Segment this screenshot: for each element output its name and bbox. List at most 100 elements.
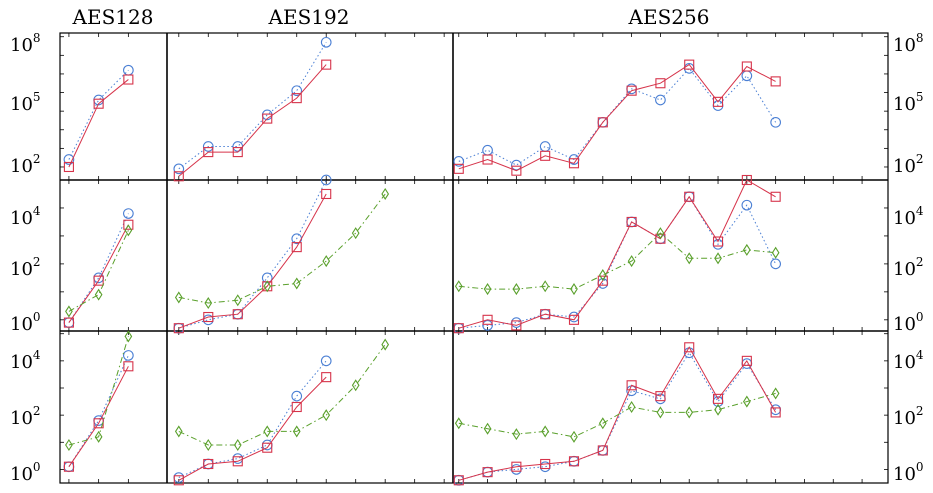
data-point-p8-diamond-8 <box>685 406 694 419</box>
data-point-p4-square-1 <box>203 311 214 323</box>
tick-label-right-r0-2: 108 <box>893 31 924 56</box>
data-point-p6-circle-0 <box>63 461 75 473</box>
series-line-p7-diamond <box>178 344 386 446</box>
data-point-p2-square-1 <box>482 154 493 165</box>
data-point-p7-diamond-7 <box>381 338 390 351</box>
data-marks <box>63 36 781 486</box>
data-point-p8-square-8 <box>684 342 695 353</box>
series-line-p6-square <box>68 366 129 467</box>
data-point-p5-square-11 <box>770 191 781 202</box>
data-point-p5-circle-1 <box>482 320 493 331</box>
data-point-p4-diamond-6 <box>351 227 360 240</box>
series-line-p8-circle <box>458 351 777 481</box>
data-point-p7-square-4 <box>291 401 302 413</box>
data-point-p4-diamond-0 <box>174 291 183 304</box>
data-point-p2-circle-7 <box>655 94 666 106</box>
data-point-p8-diamond-0 <box>454 417 463 430</box>
series-line-p3-square <box>68 224 129 323</box>
data-point-p8-square-9 <box>712 393 724 404</box>
data-point-p0-square-2 <box>123 74 134 85</box>
data-point-p5-diamond-3 <box>541 280 550 293</box>
data-point-p4-square-5 <box>321 188 332 200</box>
data-point-p8-square-4 <box>568 456 580 467</box>
series-line-p6-circle <box>68 355 129 467</box>
data-point-p2-square-3 <box>540 150 551 161</box>
figure-border <box>59 32 889 484</box>
tick-label-right-r0-1: 105 <box>893 90 924 115</box>
data-point-p8-square-7 <box>655 391 666 402</box>
series-line-p8-square <box>458 346 777 481</box>
column-title-aes256: AES256 <box>628 5 710 29</box>
data-point-p5-diamond-11 <box>771 246 780 259</box>
data-point-p5-square-3 <box>540 309 551 320</box>
series-line-p7-circle <box>178 360 327 479</box>
data-point-p7-circle-5 <box>320 355 332 367</box>
data-point-p7-circle-3 <box>261 439 273 451</box>
data-point-p4-diamond-1 <box>204 297 213 310</box>
data-point-p7-diamond-2 <box>233 438 242 452</box>
data-point-p0-circle-0 <box>63 154 75 165</box>
data-point-p3-diamond-2 <box>124 224 133 237</box>
data-point-p2-circle-11 <box>770 116 781 128</box>
tick-label-right-r2-1: 102 <box>893 404 924 429</box>
data-point-p8-diamond-4 <box>570 430 578 443</box>
data-point-p4-diamond-5 <box>322 255 331 268</box>
series-line-p5-square <box>458 179 776 329</box>
data-point-p6-diamond-2 <box>124 330 133 343</box>
data-point-p4-diamond-7 <box>381 187 390 201</box>
data-point-p8-diamond-6 <box>627 400 636 414</box>
data-point-p1-square-5 <box>321 59 332 70</box>
data-point-p2-circle-0 <box>453 156 465 167</box>
data-point-p2-circle-1 <box>482 144 493 156</box>
data-point-p5-diamond-8 <box>685 252 694 265</box>
data-point-p1-square-1 <box>203 147 214 158</box>
data-point-p8-diamond-9 <box>714 403 722 416</box>
data-point-p5-circle-11 <box>770 258 781 270</box>
tick-label-left-r1-1: 102 <box>10 255 41 280</box>
data-point-p3-square-2 <box>123 219 134 230</box>
tick-label-left-r0-1: 105 <box>10 90 41 115</box>
data-point-p3-square-0 <box>63 317 74 328</box>
tick-label-left-r2-2: 104 <box>10 348 41 373</box>
data-point-p7-diamond-3 <box>263 425 272 438</box>
data-point-p4-diamond-4 <box>292 277 301 290</box>
series-line-p0-circle <box>68 69 129 160</box>
data-point-p1-square-2 <box>232 147 243 158</box>
data-point-p5-diamond-9 <box>714 252 722 265</box>
data-point-p7-diamond-4 <box>292 425 301 438</box>
tick-label-left-r0-0: 102 <box>10 152 41 177</box>
data-point-p7-square-0 <box>173 475 184 486</box>
data-point-p0-square-0 <box>63 161 74 173</box>
data-point-p5-square-5 <box>597 275 608 286</box>
data-point-p2-square-7 <box>655 78 666 89</box>
data-point-p8-square-11 <box>770 407 781 418</box>
data-point-p4-diamond-3 <box>263 280 272 293</box>
data-point-p6-diamond-1 <box>94 430 103 443</box>
data-point-p4-square-4 <box>291 242 302 253</box>
data-point-p5-square-0 <box>453 323 464 334</box>
data-point-p2-square-6 <box>626 85 637 96</box>
data-point-p8-diamond-1 <box>483 422 492 435</box>
data-point-p8-square-6 <box>626 380 637 391</box>
right-tick-labels: 102 105 108 100 102 104 100 102 104 <box>893 31 924 485</box>
data-point-p7-diamond-0 <box>174 425 183 438</box>
tick-label-left-r2-1: 102 <box>10 404 41 429</box>
panel-frames <box>59 32 889 484</box>
tick-label-right-r2-2: 104 <box>893 348 924 373</box>
data-point-p3-circle-2 <box>123 208 134 219</box>
series-line-p4-diamond <box>178 193 386 304</box>
series-line-p6-diamond <box>68 336 129 446</box>
series-line-p2-circle <box>458 67 777 166</box>
data-point-p1-circle-0 <box>173 163 185 175</box>
data-point-p1-circle-1 <box>202 141 214 152</box>
data-point-p5-diamond-6 <box>627 255 636 268</box>
data-point-p2-square-9 <box>712 96 724 107</box>
data-point-p3-diamond-1 <box>94 288 103 301</box>
data-point-p8-square-3 <box>540 458 551 470</box>
data-point-p2-square-2 <box>511 165 522 176</box>
data-point-p5-diamond-10 <box>742 243 751 256</box>
data-point-p8-square-1 <box>482 467 493 478</box>
data-point-p5-square-4 <box>568 314 580 325</box>
data-point-p8-diamond-3 <box>541 425 550 438</box>
data-point-p5-square-1 <box>482 314 493 325</box>
